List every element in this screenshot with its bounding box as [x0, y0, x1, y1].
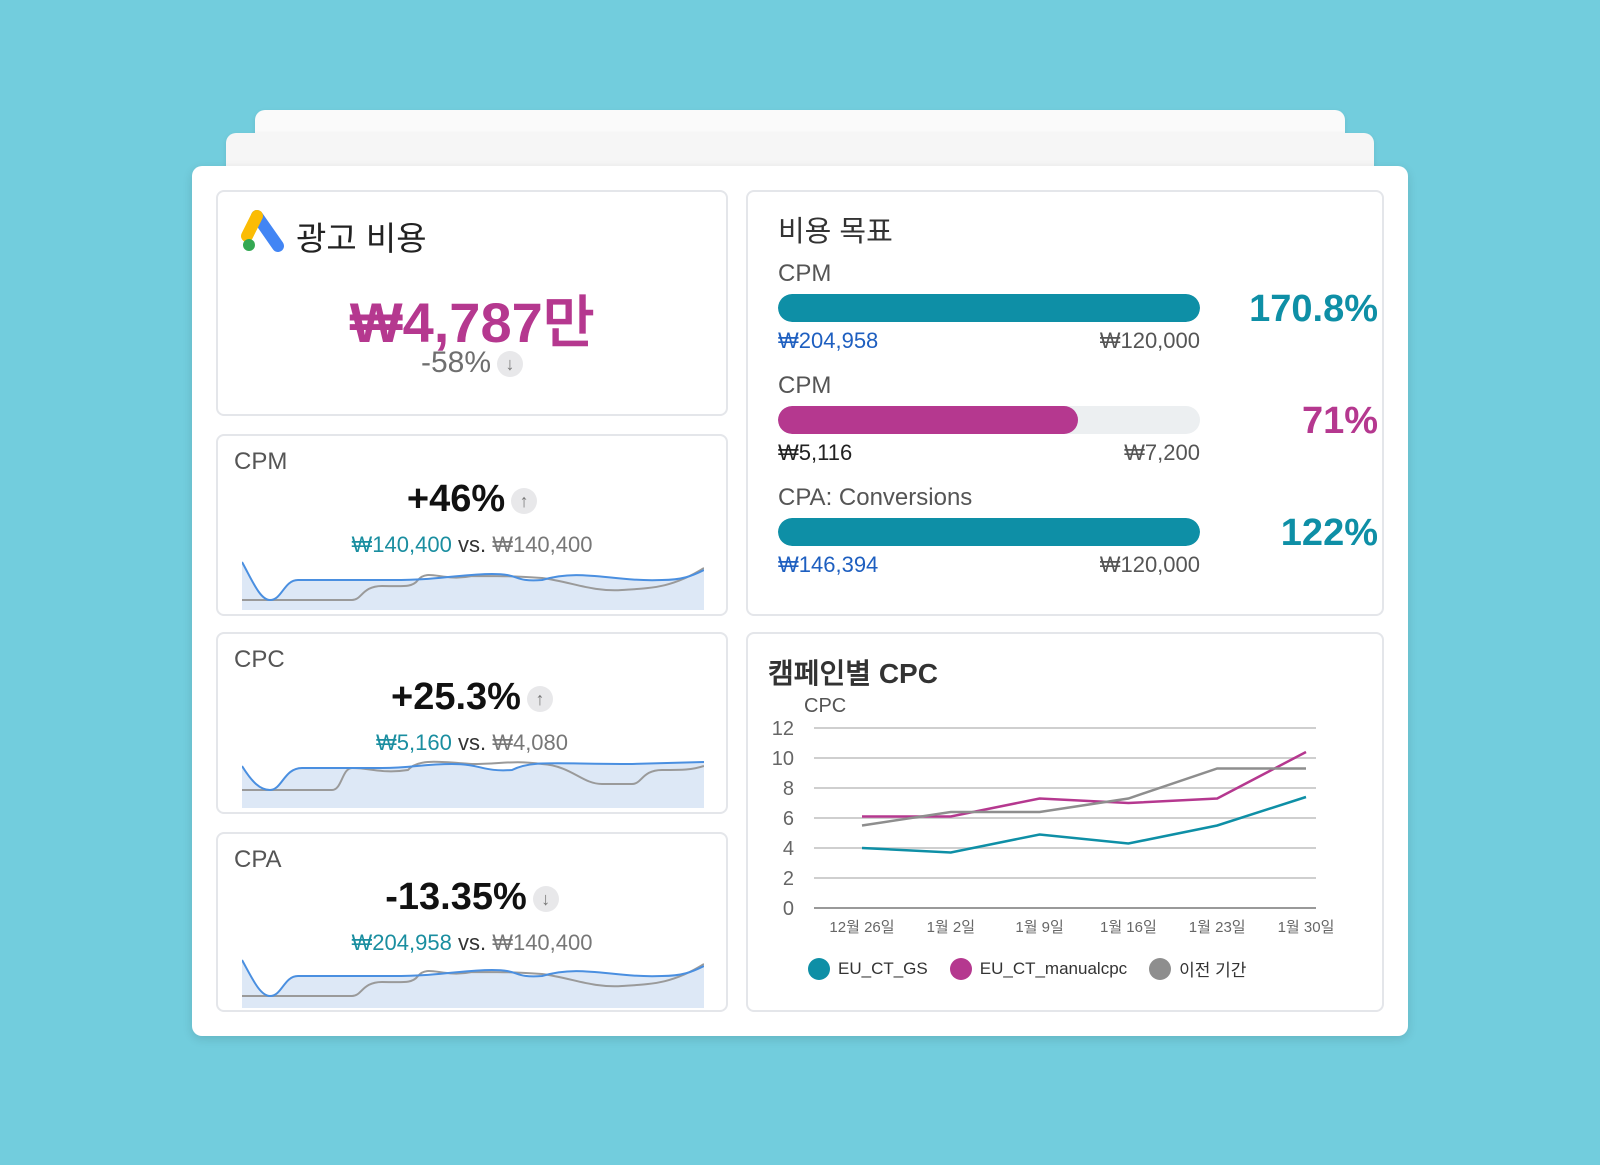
x-tick-label: 1월 16일 — [1100, 919, 1157, 936]
series-line — [861, 795, 1307, 854]
y-tick-label: 12 — [772, 718, 794, 740]
metric-label: CPC — [234, 646, 285, 673]
arrow-up-icon: ↑ — [526, 685, 553, 712]
metric-card-cpc[interactable]: CPC +25.3% ↑ ₩5,160 vs. ₩4,080 — [216, 632, 728, 814]
goal-progress-fill — [778, 406, 1078, 434]
cpc-line-chart: CPC 0 2 4 6 8 10 12 12월 26일 1월 2일 1월 9일 1월 16일 1월 2… — [772, 695, 1335, 936]
y-axis-label: CPC — [804, 695, 846, 717]
y-tick-label: 10 — [772, 748, 794, 770]
metric-vs: vs. — [457, 532, 487, 557]
google-ads-icon — [241, 210, 284, 252]
goal-actual: ₩5,116 — [778, 440, 853, 465]
legend-label: EU_CT_manualcpc — [979, 958, 1128, 978]
ad-spend-title: 광고 비용 — [296, 220, 427, 257]
arrow-down-icon: ↓ — [497, 351, 524, 378]
sparkline-cpc — [242, 760, 704, 808]
metric-change: +46% ↑ — [218, 478, 726, 521]
y-tick-label: 0 — [783, 898, 794, 920]
y-tick-label: 8 — [783, 778, 794, 800]
metric-compare: ₩5,160 vs. ₩4,080 — [218, 730, 726, 756]
goal-target: ₩120,000 — [1099, 328, 1200, 353]
goal-percent: 170.8% — [1249, 288, 1378, 330]
arrow-up-icon: ↑ — [511, 487, 538, 514]
sparkline-cpm — [242, 561, 704, 610]
goal-progress-fill — [778, 294, 1200, 322]
metric-vs: vs. — [457, 730, 487, 755]
series-line — [862, 750, 1307, 818]
arrow-down-icon: ↓ — [532, 885, 559, 912]
metric-change: -13.35% ↓ — [218, 876, 726, 919]
cost-goal-card[interactable]: 비용 목표 CPM ₩204,958 ₩120,000 170.8% CPM ₩… — [746, 190, 1384, 616]
legend-item[interactable]: EU_CT_GS — [808, 956, 928, 981]
y-tick-label: 4 — [783, 838, 794, 860]
metric-current: ₩204,958 — [351, 930, 452, 955]
metric-current: ₩140,400 — [351, 532, 452, 557]
ad-spend-value: ₩4,787만 — [349, 291, 595, 354]
metric-previous: ₩4,080 — [492, 730, 569, 755]
ad-spend-card[interactable]: 광고 비용 ₩4,787만 -58% ↓ — [216, 190, 728, 416]
metric-change: +25.3% ↑ — [218, 676, 726, 719]
goal-actual: ₩204,958 — [778, 328, 879, 353]
sparkline-cpa — [242, 959, 704, 1008]
x-tick-label: 1월 23일 — [1189, 919, 1246, 936]
chart-title: 캠페인별 CPC — [768, 658, 938, 689]
goal-target: ₩7,200 — [1124, 440, 1200, 465]
ad-spend-change-text: -58% — [420, 346, 492, 379]
y-tick-label: 6 — [783, 808, 794, 830]
goal-progress-bar — [778, 294, 1200, 322]
goal-progress-bar — [778, 406, 1200, 434]
chart-legend: EU_CT_GS EU_CT_manualcpc 이전 기간 — [808, 956, 1246, 981]
metric-current: ₩5,160 — [375, 730, 452, 755]
metric-label: CPA — [234, 846, 282, 873]
x-tick-label: 1월 9일 — [1015, 919, 1063, 936]
legend-item[interactable]: 이전 기간 — [1149, 956, 1246, 981]
goal-actual: ₩146,394 — [778, 552, 879, 577]
metric-previous: ₩140,400 — [492, 532, 593, 557]
metric-compare: ₩204,958 vs. ₩140,400 — [218, 930, 726, 956]
legend-swatch — [949, 957, 972, 980]
legend-item[interactable]: EU_CT_manualcpc — [949, 956, 1128, 981]
x-tick-label: 1월 2일 — [927, 919, 975, 936]
series-line — [861, 767, 1306, 827]
metric-label: CPM — [234, 448, 288, 475]
ad-spend-change: -58% ↓ — [218, 346, 726, 380]
goal-percent: 122% — [1280, 512, 1378, 554]
legend-swatch — [1149, 957, 1172, 980]
metric-change-text: +25.3% — [391, 676, 521, 718]
legend-label: EU_CT_GS — [838, 958, 928, 978]
metric-card-cpm[interactable]: CPM +46% ↑ ₩140,400 vs. ₩140,400 — [216, 434, 728, 616]
metric-compare: ₩140,400 vs. ₩140,400 — [218, 532, 726, 558]
metric-change-text: +46% — [406, 478, 506, 520]
metric-previous: ₩140,400 — [492, 930, 593, 955]
goal-target: ₩120,000 — [1099, 552, 1200, 577]
cost-goal-title: 비용 목표 — [778, 216, 893, 248]
x-tick-label: 1월 30일 — [1278, 919, 1335, 936]
goal-label: CPM — [778, 372, 832, 399]
metric-vs: vs. — [457, 930, 487, 955]
legend-swatch — [808, 957, 830, 980]
goal-progress-bar — [778, 518, 1200, 546]
legend-label: 이전 기간 — [1179, 961, 1247, 980]
x-tick-label: 12월 26일 — [829, 919, 894, 936]
dashboard: 광고 비용 ₩4,787만 -58% ↓ CPM +46% ↑ ₩140,400 v… — [192, 166, 1408, 1036]
campaign-cpc-chart-card[interactable]: 캠페인별 CPC CPC 0 2 4 6 8 10 12 12월 26일 1월 2일 1월 9일 1… — [746, 632, 1384, 1012]
goal-progress-fill — [778, 518, 1200, 546]
metric-card-cpa[interactable]: CPA -13.35% ↓ ₩204,958 vs. ₩140,400 — [216, 832, 728, 1012]
metric-change-text: -13.35% — [385, 876, 527, 918]
goal-percent: 71% — [1301, 400, 1378, 442]
goal-label: CPA: Conversions — [778, 484, 973, 511]
y-tick-label: 2 — [783, 868, 794, 890]
goal-label: CPM — [778, 260, 832, 287]
